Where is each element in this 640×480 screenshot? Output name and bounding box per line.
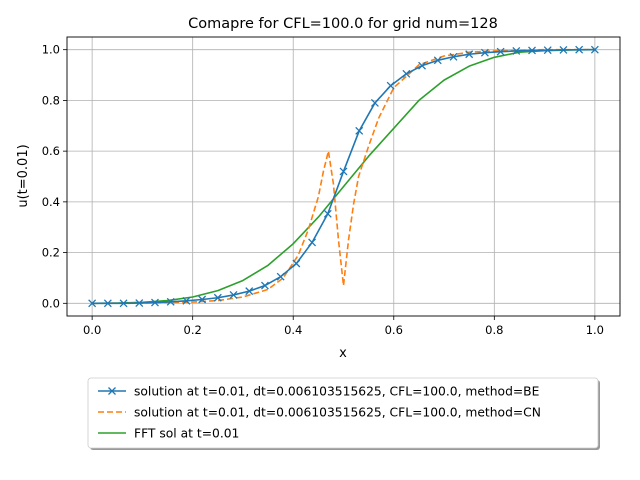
- y-axis: 0.0 0.2 0.4 0.6 0.8 1.0: [42, 43, 67, 310]
- grid: [67, 37, 620, 316]
- data-point: [575, 45, 584, 54]
- y-tick-label: 0.2: [42, 246, 60, 260]
- y-tick-label: 1.0: [42, 43, 60, 57]
- series-line: [92, 48, 595, 305]
- series-line: [92, 48, 595, 305]
- data-point: [245, 287, 254, 296]
- y-tick-label: 0.4: [42, 195, 60, 209]
- plot-frame: [66, 36, 621, 317]
- data-point: [308, 238, 317, 247]
- x-tick-label: 0.0: [83, 323, 101, 337]
- legend-label: solution at t=0.01, dt=0.006103515625, C…: [134, 406, 541, 420]
- chart-title: Comapre for CFL=100.0 for grid num=128: [188, 16, 498, 32]
- data-point: [229, 290, 238, 299]
- x-tick-label: 0.6: [385, 323, 403, 337]
- data-point: [543, 46, 552, 55]
- data-point: [433, 56, 442, 65]
- data-point: [182, 296, 191, 305]
- data-point: [496, 47, 505, 56]
- x-tick-label: 0.8: [485, 323, 503, 337]
- data-point: [512, 46, 521, 55]
- legend-label: FFT sol at t=0.01: [134, 427, 239, 441]
- legend-label: solution at t=0.01, dt=0.006103515625, C…: [134, 385, 539, 399]
- x-axis-label: x: [339, 346, 347, 361]
- y-tick-label: 0.6: [42, 144, 60, 158]
- data-point: [339, 167, 348, 176]
- y-axis-label: u(t=0.01): [16, 144, 31, 207]
- legend-marker: [108, 387, 116, 395]
- data-point: [198, 295, 207, 304]
- data-point: [103, 299, 112, 308]
- data-point: [213, 293, 222, 302]
- data-point: [559, 45, 568, 54]
- data-point: [449, 52, 458, 61]
- y-tick-label: 0.8: [42, 93, 60, 107]
- data-point: [480, 48, 489, 57]
- data-point: [323, 209, 332, 218]
- data-point: [166, 297, 175, 306]
- x-tick-label: 0.2: [184, 323, 202, 337]
- data-point: [402, 69, 411, 78]
- data-point: [370, 98, 379, 107]
- data-point: [292, 259, 301, 268]
- data-point: [528, 46, 536, 55]
- data-point: [355, 126, 364, 135]
- data-point: [276, 272, 285, 281]
- data-point: [386, 81, 395, 90]
- x-tick-label: 1.0: [586, 323, 604, 337]
- data-point: [260, 281, 269, 290]
- series-line: [92, 48, 595, 305]
- data-point: [418, 61, 427, 70]
- series-layer: [88, 45, 599, 308]
- legend: solution at t=0.01, dt=0.006103515625, C…: [87, 377, 600, 450]
- data-point: [88, 299, 97, 308]
- data-point: [151, 298, 159, 307]
- data-point: [135, 299, 144, 308]
- x-axis: 0.0 0.2 0.4 0.6 0.8 1.0: [83, 316, 604, 337]
- y-tick-label: 0.0: [42, 296, 60, 310]
- data-point: [590, 45, 599, 54]
- data-point: [465, 50, 474, 59]
- x-tick-label: 0.4: [284, 323, 302, 337]
- data-point: [119, 299, 128, 308]
- legend-box: [87, 377, 599, 449]
